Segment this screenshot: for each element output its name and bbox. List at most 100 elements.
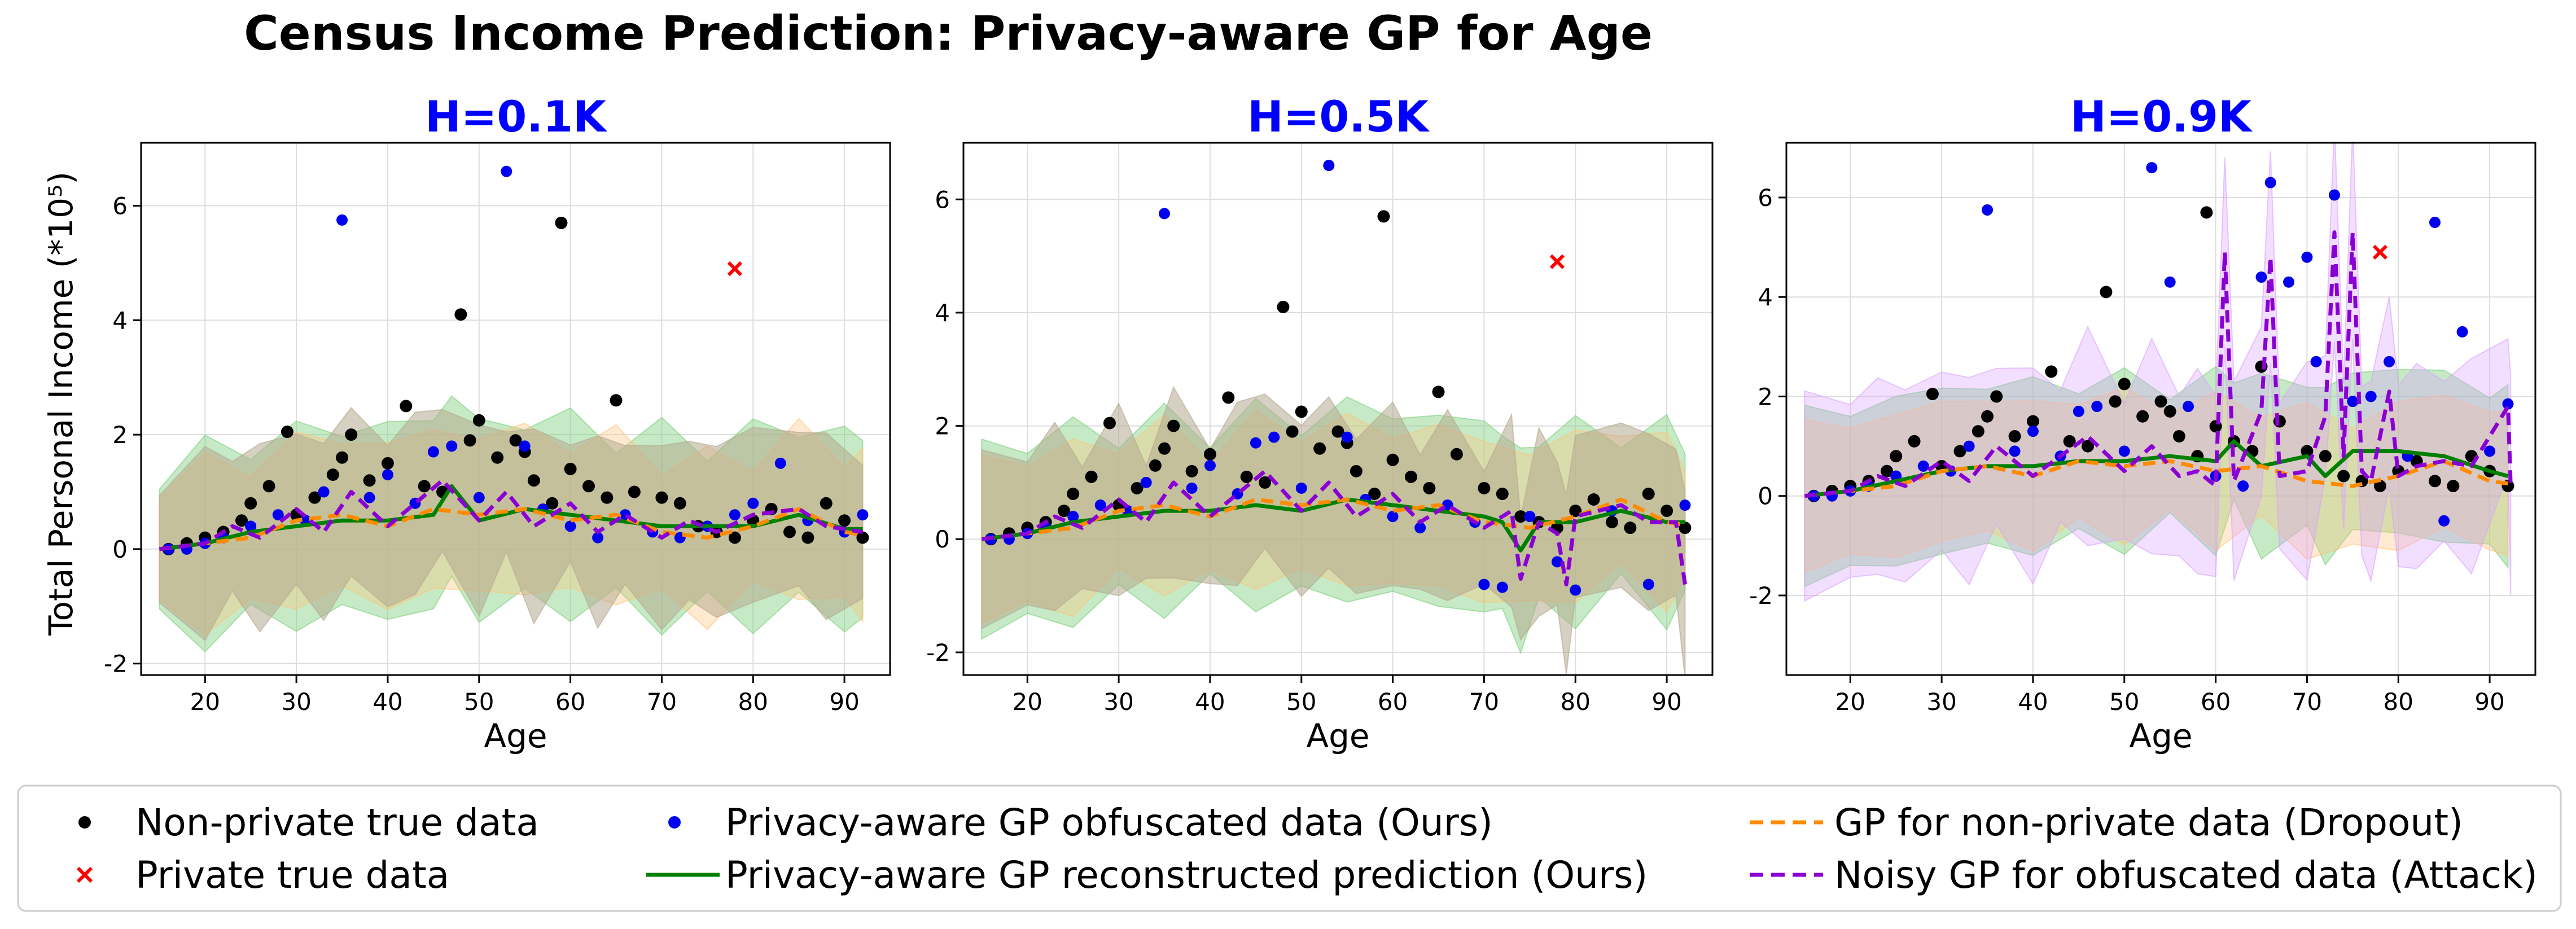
point-obfuscated	[2456, 326, 2468, 338]
point-nonprivate	[582, 480, 595, 493]
figure-title: Census Income Prediction: Privacy-aware …	[244, 6, 1653, 61]
point-nonprivate	[1313, 442, 1326, 455]
point-nonprivate	[1377, 210, 1390, 223]
point-nonprivate	[2082, 440, 2095, 453]
point-obfuscated	[2091, 401, 2103, 413]
axes-frame	[140, 142, 891, 676]
x-tick-label: 20	[190, 688, 220, 716]
point-nonprivate	[1259, 476, 1272, 489]
x-tick-label: 60	[2201, 688, 2231, 716]
point-nonprivate	[1149, 459, 1162, 472]
legend: Non-private true data Private true data Pr…	[17, 785, 2562, 912]
point-obfuscated	[1478, 579, 1490, 590]
point-nonprivate	[244, 497, 257, 510]
point-nonprivate	[1981, 410, 1994, 423]
point-nonprivate	[2045, 365, 2058, 378]
point-obfuscated	[2484, 445, 2496, 457]
point-nonprivate	[1185, 464, 1198, 477]
panel-title: H=0.9K	[2070, 91, 2253, 142]
point-obfuscated	[1387, 511, 1399, 523]
band-attack	[981, 385, 1686, 675]
point-nonprivate	[1890, 450, 1903, 463]
point-nonprivate	[1953, 445, 1966, 458]
point-private	[1549, 254, 1565, 269]
point-obfuscated	[2237, 480, 2249, 492]
legend-item-reconstructed: Privacy-aware GP reconstructed predictio…	[646, 853, 1648, 897]
x-tick-label: 40	[373, 688, 402, 716]
point-nonprivate	[400, 400, 413, 413]
point-obfuscated	[2118, 445, 2130, 457]
x-tick-label: 70	[1469, 688, 1499, 716]
point-nonprivate	[1514, 510, 1527, 523]
point-nonprivate	[673, 497, 686, 510]
point-nonprivate	[2337, 470, 2350, 483]
point-nonprivate	[1295, 405, 1308, 418]
point-obfuscated	[2365, 391, 2377, 402]
point-obfuscated	[1496, 581, 1508, 593]
point-nonprivate	[345, 428, 358, 441]
point-nonprivate	[2136, 410, 2149, 423]
x-tick-label: 30	[1926, 688, 1956, 716]
panel-title: H=0.5K	[1247, 91, 1430, 142]
point-nonprivate	[418, 480, 431, 493]
point-obfuscated	[473, 492, 485, 503]
legend-marker	[668, 816, 681, 829]
point-nonprivate	[1661, 505, 1673, 518]
point-nonprivate	[1432, 385, 1445, 398]
point-nonprivate	[2109, 395, 2122, 408]
x-tick-label: 30	[281, 688, 311, 716]
y-tick-label: -2	[926, 639, 950, 667]
point-obfuscated	[1204, 459, 1216, 471]
x-tick-label: 50	[1286, 688, 1316, 716]
x-tick-label: 50	[2109, 688, 2139, 716]
point-obfuscated	[1159, 208, 1171, 220]
point-nonprivate	[1331, 425, 1344, 438]
point-private	[727, 261, 743, 277]
point-private	[2372, 244, 2388, 260]
panel-2: 20 30 40 50 60 70 80 90 -2 0 2 4 6 H=0.5K Age	[926, 91, 1714, 755]
point-obfuscated	[1295, 482, 1307, 494]
plot-area	[159, 165, 869, 653]
point-nonprivate	[381, 457, 394, 470]
point-nonprivate	[728, 531, 741, 544]
point-obfuscated	[1982, 204, 1994, 216]
point-obfuscated	[2438, 515, 2450, 527]
point-nonprivate	[1624, 522, 1637, 534]
point-nonprivate	[472, 414, 485, 427]
point-nonprivate	[336, 451, 349, 464]
band-attack	[1804, 143, 2512, 602]
point-nonprivate	[1277, 300, 1290, 313]
point-obfuscated	[1551, 556, 1563, 568]
point-nonprivate	[2118, 378, 2131, 391]
point-obfuscated	[1414, 522, 1426, 534]
x-axis-label: Age	[1306, 717, 1369, 755]
point-obfuscated	[592, 532, 604, 544]
plot-area	[981, 160, 1692, 675]
point-nonprivate	[610, 394, 623, 407]
point-nonprivate	[2373, 480, 2386, 493]
y-tick-label: -2	[1749, 582, 1773, 610]
point-obfuscated	[747, 497, 759, 509]
line-dropout	[1804, 459, 2508, 498]
point-nonprivate	[1386, 453, 1399, 466]
x-tick-label: 90	[2474, 688, 2504, 716]
point-obfuscated	[1323, 160, 1335, 172]
x-tick-label: 90	[1651, 688, 1681, 716]
point-obfuscated	[1963, 440, 1975, 452]
point-nonprivate	[1103, 417, 1116, 430]
y-tick-label: 4	[935, 299, 950, 327]
axes-frame	[1785, 142, 2536, 676]
point-obfuscated	[1250, 437, 1261, 449]
point-nonprivate	[838, 514, 851, 527]
y-tick-label: 2	[1758, 383, 1773, 410]
panel-3: 20 30 40 50 60 70 80 90 -2 0 2 4 6 H=0.9K Age	[1749, 91, 2536, 755]
point-obfuscated	[336, 214, 348, 226]
point-obfuscated	[363, 492, 375, 503]
x-tick-label: 20	[1013, 688, 1042, 716]
x-tick-label: 90	[829, 688, 859, 716]
point-obfuscated	[2310, 356, 2322, 367]
y-tick-label: 4	[1758, 283, 1773, 311]
x-tick-label: 80	[2384, 688, 2413, 716]
